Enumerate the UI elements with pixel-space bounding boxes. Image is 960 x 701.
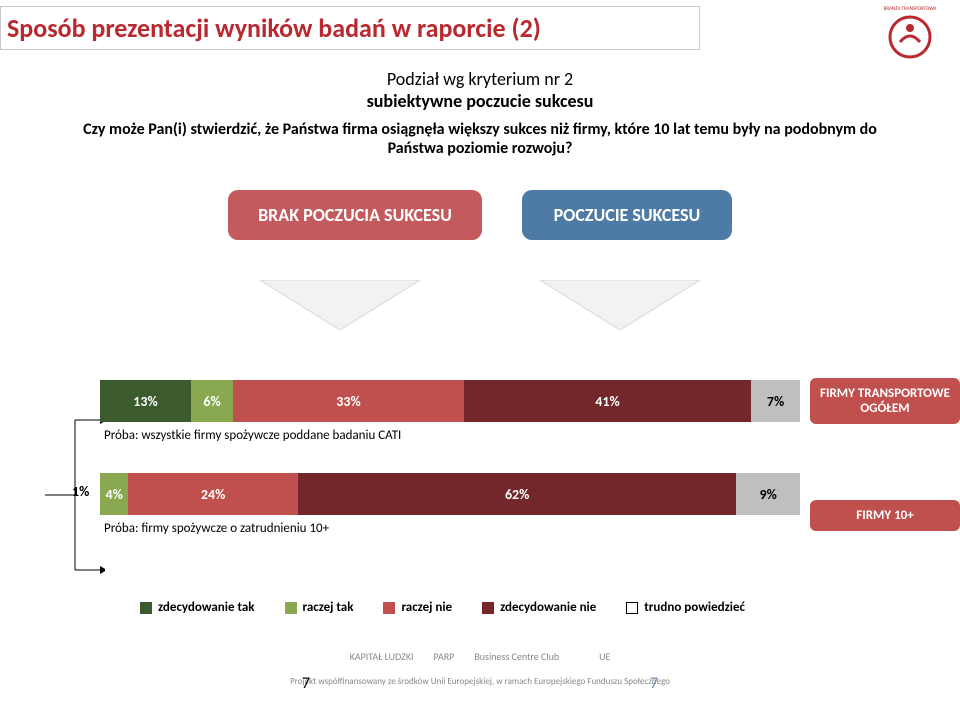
bar-segment: 62% xyxy=(298,473,736,515)
footer-logos: KAPITAŁ LUDZKI PARP Business Centre Club… xyxy=(200,641,760,671)
legend-swatch xyxy=(626,602,638,614)
logo-parp: PARP xyxy=(434,650,455,663)
survey-question: Czy może Pan(i) stwierdzić, że Państwa f… xyxy=(60,120,900,158)
legend-swatch xyxy=(383,602,395,614)
svg-text:BRANŻA TRANSPORTOWA: BRANŻA TRANSPORTOWA xyxy=(884,5,937,12)
bar-caption: Próba: firmy spożywcze o zatrudnieniu 10… xyxy=(104,521,800,536)
footer-page-numbers: 7 7 xyxy=(0,674,960,693)
legend-swatch xyxy=(285,602,297,614)
pill-poczucie-sukcesu: POCZUCIE SUKCESU xyxy=(522,190,732,240)
page-title: Sposób prezentacji wyników badań w rapor… xyxy=(7,12,541,44)
bar-segment: 33% xyxy=(233,380,464,422)
pill-brak-poczucia: BRAK POCZUCIA SUKCESU xyxy=(228,190,482,240)
bar-segment: 6% xyxy=(191,380,233,422)
stacked-bar-row: 13%6%33%41%7% xyxy=(100,380,800,422)
legend-label: raczej nie xyxy=(401,600,452,615)
legend-label: zdecydowanie nie xyxy=(500,600,596,615)
page-number-right: 7 xyxy=(650,674,658,693)
bar-segment: 41% xyxy=(464,380,751,422)
logo-eu: UE xyxy=(599,650,610,663)
bar-segment: 24% xyxy=(128,473,298,515)
legend-item: raczej nie xyxy=(383,600,452,615)
bar-segment: 9% xyxy=(736,473,800,515)
legend-label: raczej tak xyxy=(303,600,354,615)
stacked-bar-chart: 13%6%33%41%7% Próba: wszystkie firmy spoż… xyxy=(100,380,800,566)
arrows-row xyxy=(0,280,960,330)
legend-item: trudno powiedzieć xyxy=(626,600,745,615)
subtitle-line-2: subiektywne poczucie sukcesu xyxy=(0,90,960,112)
bar-segment: 4% xyxy=(100,473,128,515)
arrow-down-icon xyxy=(260,280,420,330)
chart-legend: zdecydowanie tak raczej tak raczej nie zdec… xyxy=(140,600,880,615)
badge-firmy-transportowe: FIRMY TRANSPORTOWE OGÓŁEM xyxy=(810,378,960,424)
stacked-bar-row: 4%24%62%9% xyxy=(100,473,800,515)
brand-logo: BRANŻA TRANSPORTOWA xyxy=(870,2,950,62)
side-vertical-label: POZOSTAŁE FIRMY (NIE PREZENTOWANE SZCZEG… xyxy=(10,420,40,570)
bar-segment: 13% xyxy=(100,380,191,422)
legend-swatch xyxy=(482,602,494,614)
bar-caption: Próba: wszystkie firmy spożywcze poddane… xyxy=(104,428,800,443)
logo-kapital-ludzki: KAPITAŁ LUDZKI xyxy=(350,650,414,663)
legend-item: zdecydowanie nie xyxy=(482,600,596,615)
page-number-left: 7 xyxy=(302,674,310,693)
bar-lead-label: 1% xyxy=(72,483,89,500)
legend-label: trudno powiedzieć xyxy=(644,600,745,615)
bar-segment: 7% xyxy=(751,380,800,422)
legend-label: zdecydowanie tak xyxy=(158,600,255,615)
category-pills: BRAK POCZUCIA SUKCESU POCZUCIE SUKCESU xyxy=(0,190,960,240)
subtitle-block: Podział wg kryterium nr 2 subiektywne po… xyxy=(0,68,960,112)
subtitle-line-1: Podział wg kryterium nr 2 xyxy=(0,68,960,90)
arrow-down-icon xyxy=(540,280,700,330)
logo-bcc: Business Centre Club xyxy=(474,650,559,663)
title-band: Sposób prezentacji wyników badań w rapor… xyxy=(0,6,700,50)
legend-item: raczej tak xyxy=(285,600,354,615)
legend-swatch xyxy=(140,602,152,614)
badge-firmy-10plus: FIRMY 10+ xyxy=(810,500,960,531)
legend-item: zdecydowanie tak xyxy=(140,600,255,615)
